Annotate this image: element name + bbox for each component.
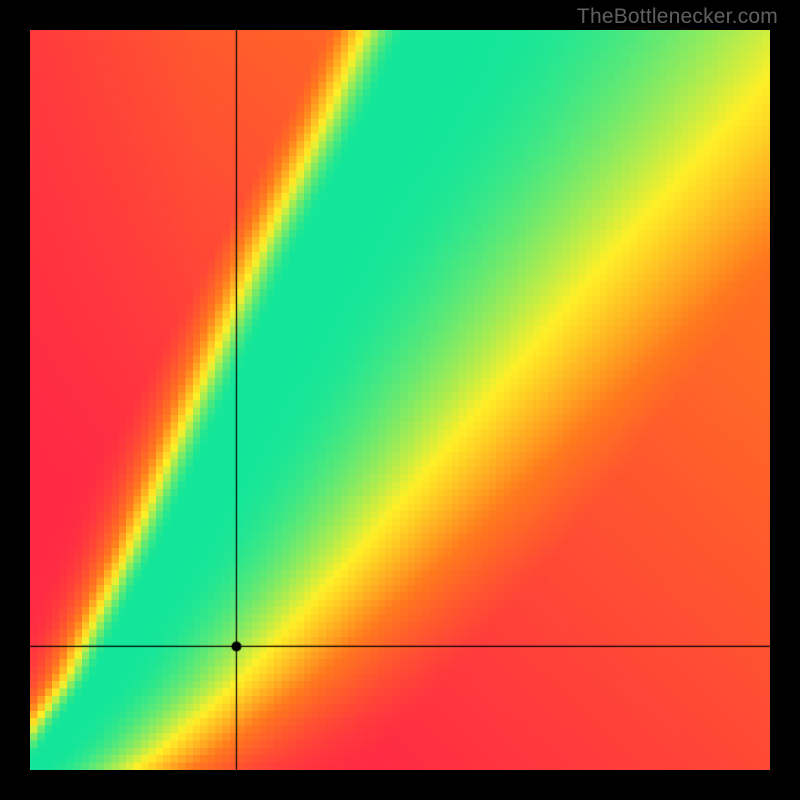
chart-container: TheBottlenecker.com: [0, 0, 800, 800]
heatmap-plot: [30, 30, 770, 770]
watermark-text: TheBottlenecker.com: [577, 5, 778, 29]
